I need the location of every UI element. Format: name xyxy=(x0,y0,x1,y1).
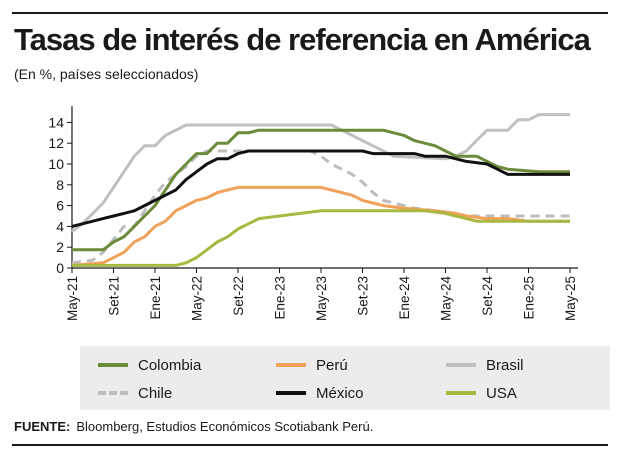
top-rule xyxy=(12,12,608,14)
legend-swatch xyxy=(276,391,306,395)
source-text: Bloomberg, Estudios Económicos Scotiaban… xyxy=(76,419,374,434)
source-note: FUENTE: Bloomberg, Estudios Económicos Sc… xyxy=(14,419,373,434)
x-tick-label: May-21 xyxy=(65,276,80,321)
y-tick-label: 8 xyxy=(56,177,64,193)
x-tick-label: Ene-24 xyxy=(397,276,412,320)
series-line-peru xyxy=(71,185,570,267)
series-line-usa xyxy=(72,209,570,267)
x-tick-label: May-23 xyxy=(314,276,329,321)
y-tick-label: 2 xyxy=(56,239,64,255)
legend-item-mexico: México xyxy=(276,382,364,404)
legend-label: Brasil xyxy=(486,356,524,374)
y-tick-label: 0 xyxy=(56,260,64,276)
y-tick-label: 4 xyxy=(56,218,64,234)
series-line-colombia xyxy=(72,128,570,252)
x-tick-label: Set-22 xyxy=(231,276,246,316)
y-tick-label: 10 xyxy=(48,156,64,172)
x-tick-label: May-24 xyxy=(439,276,454,322)
y-tick-label: 12 xyxy=(48,135,64,151)
series-line-brasil xyxy=(71,113,570,233)
x-tick-label: Set-21 xyxy=(107,276,122,316)
x-tick-label: Set-24 xyxy=(480,276,495,316)
legend-swatch xyxy=(446,391,476,395)
page-title: Tasas de interés de referencia en Améric… xyxy=(14,22,591,57)
x-tick-label: May-22 xyxy=(190,276,205,321)
legend-swatch xyxy=(276,363,306,367)
legend-label: Chile xyxy=(138,384,173,402)
chart-legend: Colombia Perú Brasil Chile México USA xyxy=(80,346,610,410)
y-tick-label: 14 xyxy=(48,114,64,130)
legend-swatch xyxy=(98,391,128,395)
series-line-mexico xyxy=(71,149,570,228)
y-tick-label: 6 xyxy=(56,198,64,214)
legend-item-usa: USA xyxy=(446,382,517,404)
source-label: FUENTE: xyxy=(14,419,71,434)
x-tick-label: Ene-23 xyxy=(273,276,288,320)
legend-item-brasil: Brasil xyxy=(446,354,524,376)
legend-swatch xyxy=(446,363,476,367)
legend-item-colombia: Colombia xyxy=(98,354,201,376)
legend-label: Perú xyxy=(316,356,348,374)
legend-item-chile: Chile xyxy=(98,382,172,404)
legend-label: México xyxy=(316,384,364,402)
legend-item-peru: Perú xyxy=(276,354,348,376)
x-tick-label: May-25 xyxy=(563,276,578,321)
legend-label: USA xyxy=(486,384,517,402)
legend-label: Colombia xyxy=(138,356,202,374)
legend-swatch xyxy=(98,363,128,367)
x-tick-label: Set-23 xyxy=(356,276,371,316)
x-tick-label: Ene-25 xyxy=(522,276,537,320)
page-subtitle: (En %, países seleccionados) xyxy=(14,66,199,82)
bottom-rule xyxy=(12,444,608,446)
x-tick-label: Ene-21 xyxy=(148,276,163,320)
